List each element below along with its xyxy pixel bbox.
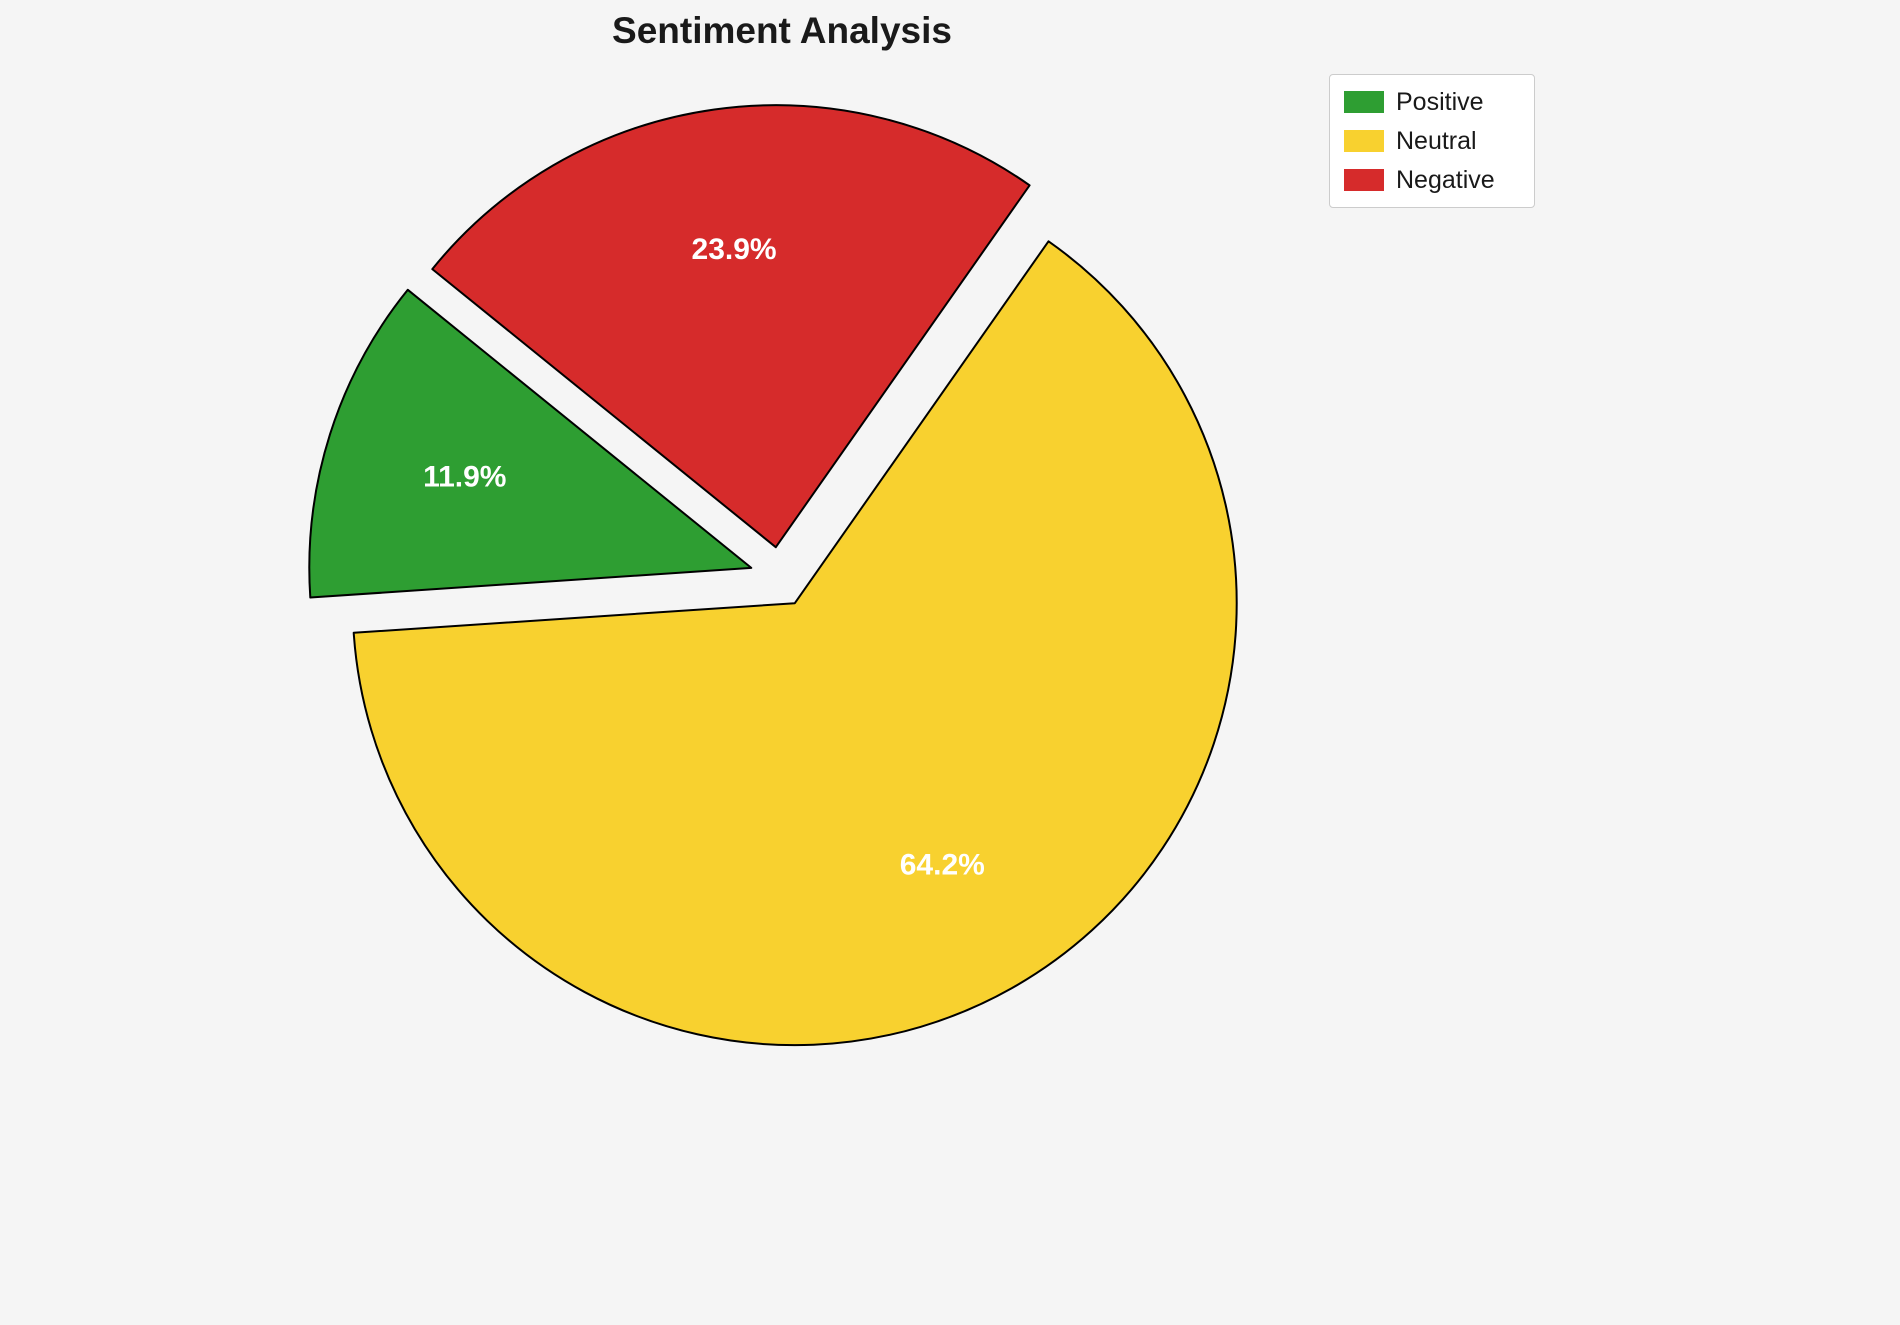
legend-item-neutral: Neutral xyxy=(1344,126,1520,156)
legend-swatch-negative-icon xyxy=(1344,169,1384,191)
legend-label-negative: Negative xyxy=(1396,166,1495,194)
pie-slice-label-negative: 23.9% xyxy=(692,233,777,266)
pie-slice-negative xyxy=(431,104,1031,549)
chart-title: Sentiment Analysis xyxy=(612,10,952,51)
legend-item-negative: Negative xyxy=(1344,165,1520,195)
pie-slice-positive xyxy=(308,288,753,599)
pie-slice-label-positive: 11.9% xyxy=(423,461,506,494)
legend-label-positive: Positive xyxy=(1396,88,1484,116)
legend-item-positive: Positive xyxy=(1344,87,1520,117)
legend: Positive Neutral Negative xyxy=(1329,74,1535,208)
legend-swatch-neutral-icon xyxy=(1344,130,1384,152)
pie-slice-neutral xyxy=(352,240,1238,1047)
pie-slice-label-neutral: 64.2% xyxy=(900,849,985,882)
legend-label-neutral: Neutral xyxy=(1396,127,1477,155)
legend-swatch-positive-icon xyxy=(1344,91,1384,113)
